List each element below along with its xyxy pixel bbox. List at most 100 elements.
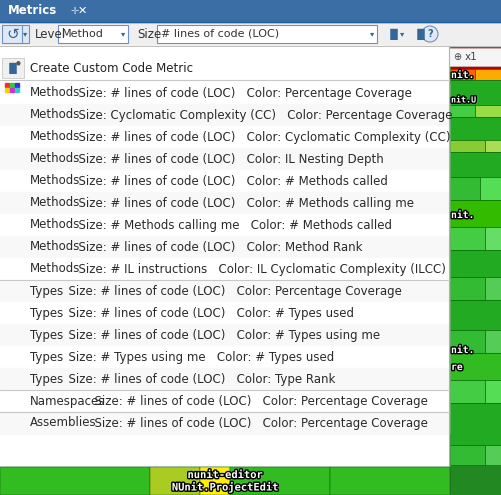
Bar [0,346,449,368]
Text: Level: Level [35,28,66,41]
Bar [449,46,501,495]
Bar [485,445,501,465]
Bar [0,280,449,302]
Text: Methods: Methods [30,152,80,165]
Bar [450,380,485,403]
Bar [475,105,501,117]
Bar [450,403,501,445]
Text: Types: Types [30,306,63,319]
Bar [475,69,501,80]
Text: ▐▌: ▐▌ [413,28,430,40]
Bar [450,300,501,330]
Text: Size: # lines of code (LOC)   Color: Percentage Coverage: Size: # lines of code (LOC) Color: Perce… [72,87,412,99]
Text: ?: ? [427,29,433,39]
Bar [0,148,449,170]
Circle shape [422,26,438,42]
Text: Size: # lines of code (LOC)   Color: Percentage Coverage: Size: # lines of code (LOC) Color: Perce… [61,285,402,297]
Text: Metrics: Metrics [8,4,57,17]
Text: Create Custom Code Metric: Create Custom Code Metric [30,61,193,75]
Bar [450,47,501,69]
Bar [0,104,449,126]
Text: Methods: Methods [30,87,80,99]
Text: # lines of code (LOC): # lines of code (LOC) [161,29,279,39]
Bar [0,258,449,280]
Text: Namespaces: Namespaces [30,395,105,407]
Text: nit.U: nit.U [451,96,476,104]
Bar [485,330,501,353]
Bar [10,88,14,92]
Bar [0,412,449,434]
Text: Size: # lines of code (LOC)   Color: # Types using me: Size: # lines of code (LOC) Color: # Typ… [61,329,380,342]
Bar [0,22,501,46]
Bar [230,467,330,495]
Text: ▐▌: ▐▌ [386,28,403,40]
Bar [0,170,449,192]
Text: Size: # lines of code (LOC)   Color: Percentage Coverage: Size: # lines of code (LOC) Color: Perce… [87,416,428,430]
Text: Size: # IL instructions   Color: IL Cyclomatic Complexity (ILCC): Size: # IL instructions Color: IL Cyclom… [72,262,446,276]
Bar [450,69,475,80]
Text: Methods: Methods [30,131,80,144]
Bar [5,83,9,87]
Text: ●: ● [16,60,21,65]
Text: Types: Types [30,329,63,342]
Text: nit.: nit. [451,70,474,80]
Text: Size: # lines of code (LOC)   Color: Method Rank: Size: # lines of code (LOC) Color: Metho… [72,241,363,253]
Bar [0,236,449,258]
Bar [450,353,501,380]
Text: ▐▌: ▐▌ [5,62,22,74]
Bar [450,250,501,277]
Text: Size: # lines of code (LOC)   Color: # Methods called: Size: # lines of code (LOC) Color: # Met… [72,175,388,188]
Bar [0,126,449,148]
Text: Size: # lines of code (LOC)   Color: Percentage Coverage: Size: # lines of code (LOC) Color: Perce… [87,395,428,407]
Text: NUnit.ProjectEdit: NUnit.ProjectEdit [172,482,278,493]
Bar [450,25,501,47]
Text: Methods: Methods [30,262,80,276]
Text: x1: x1 [465,52,478,62]
Bar [450,152,501,177]
Bar [2,58,24,78]
Text: Size: # lines of code (LOC)   Color: Type Rank: Size: # lines of code (LOC) Color: Type … [61,373,335,386]
Bar [450,277,485,300]
Bar [0,82,449,104]
Text: Size: # Methods calling me   Color: # Methods called: Size: # Methods calling me Color: # Meth… [72,218,392,232]
Bar [15,88,19,92]
Bar [0,302,449,324]
Text: Types: Types [30,350,63,363]
Bar [449,48,501,66]
Bar [0,0,501,22]
Bar [0,214,449,236]
Bar [450,227,485,250]
Text: nunit-editor: nunit-editor [187,470,263,480]
Bar [330,467,450,495]
Bar [450,445,485,465]
Text: ▾: ▾ [23,30,27,39]
Bar [150,467,200,495]
Bar [0,467,150,495]
Bar [5,88,9,92]
Text: Size: # lines of code (LOC)   Color: IL Nesting Depth: Size: # lines of code (LOC) Color: IL Ne… [72,152,384,165]
Bar [2,25,24,43]
Bar [0,324,449,346]
Text: Size: # Types using me   Color: # Types used: Size: # Types using me Color: # Types us… [61,350,334,363]
Bar [58,25,128,43]
Text: ✕: ✕ [77,6,87,16]
Text: ▾: ▾ [400,30,404,39]
Text: Size: Cyclomatic Complexity (CC)   Color: Percentage Coverage: Size: Cyclomatic Complexity (CC) Color: … [72,108,453,121]
Text: Size: # lines of code (LOC)   Color: # Methods calling me: Size: # lines of code (LOC) Color: # Met… [72,197,414,209]
Text: ▾: ▾ [370,30,374,39]
Bar [450,80,501,105]
Text: nit.: nit. [451,345,474,355]
Bar [485,277,501,300]
Bar [0,46,449,467]
Text: Methods: Methods [30,197,80,209]
Bar [450,200,501,227]
Bar [450,117,501,140]
Bar [0,192,449,214]
Text: nit.: nit. [451,210,474,220]
Text: Types: Types [30,373,63,386]
Text: Methods: Methods [30,241,80,253]
Bar [200,467,230,495]
Bar [157,25,377,43]
Bar [480,177,501,200]
Bar [450,140,485,152]
